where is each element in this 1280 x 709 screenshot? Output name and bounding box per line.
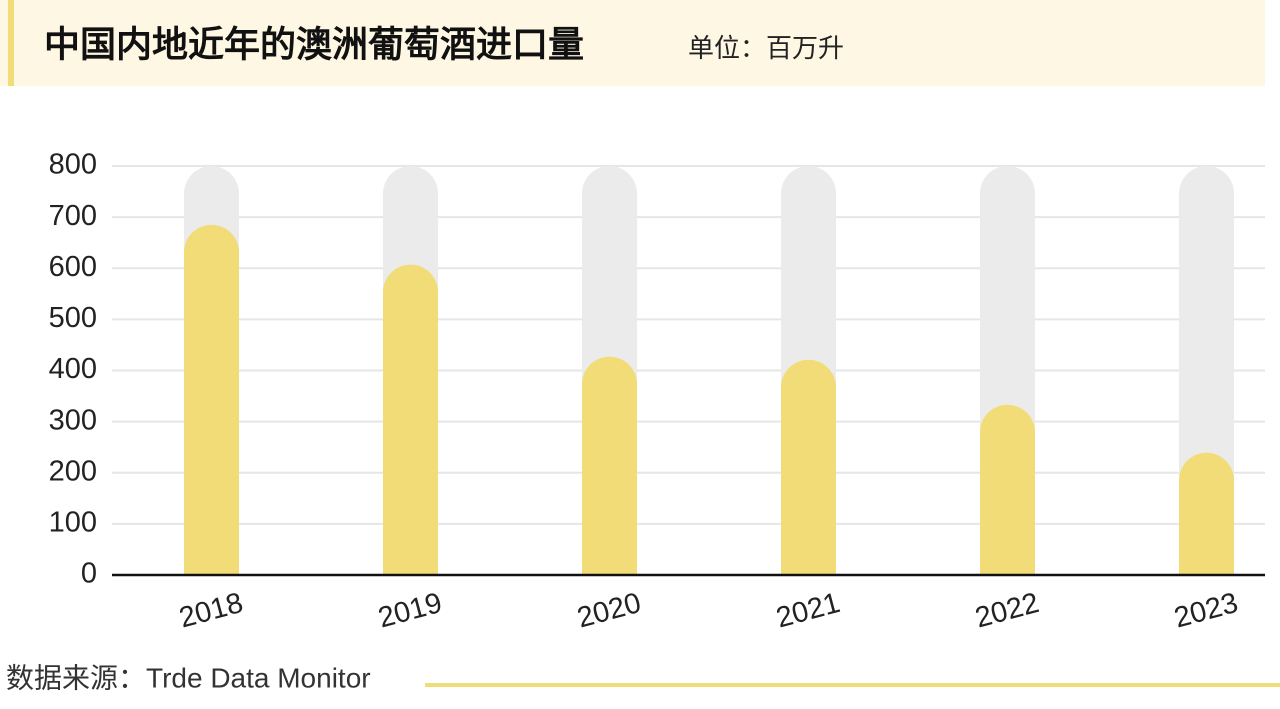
- chart-subtitle: 单位：百万升: [688, 33, 844, 63]
- y-tick-label: 0: [81, 558, 97, 590]
- y-tick-label: 600: [49, 251, 97, 283]
- bar: [184, 224, 239, 575]
- bar: [980, 404, 1035, 575]
- source-note: 数据来源：Trde Data Monitor: [6, 662, 371, 693]
- header-accent: [8, 0, 14, 86]
- bar: [1179, 452, 1234, 575]
- bar: [383, 264, 438, 575]
- bar: [582, 356, 637, 575]
- y-tick-label: 200: [49, 455, 97, 487]
- y-tick-label: 400: [49, 353, 97, 385]
- y-tick-label: 700: [49, 200, 97, 232]
- x-tick-label: 2020: [574, 587, 645, 635]
- y-tick-label: 800: [49, 149, 97, 181]
- y-tick-label: 300: [49, 404, 97, 436]
- x-tick-label: 2022: [972, 587, 1043, 635]
- header-band: [0, 0, 1265, 86]
- y-tick-label: 500: [49, 302, 97, 334]
- x-tick-label: 2021: [773, 587, 844, 635]
- bar: [781, 359, 836, 575]
- y-tick-label: 100: [49, 507, 97, 539]
- x-tick-label: 2018: [176, 587, 247, 635]
- x-tick-label: 2019: [375, 587, 446, 635]
- x-tick-label: 2023: [1171, 587, 1242, 635]
- chart-title: 中国内地近年的澳洲葡萄酒进口量: [44, 24, 584, 65]
